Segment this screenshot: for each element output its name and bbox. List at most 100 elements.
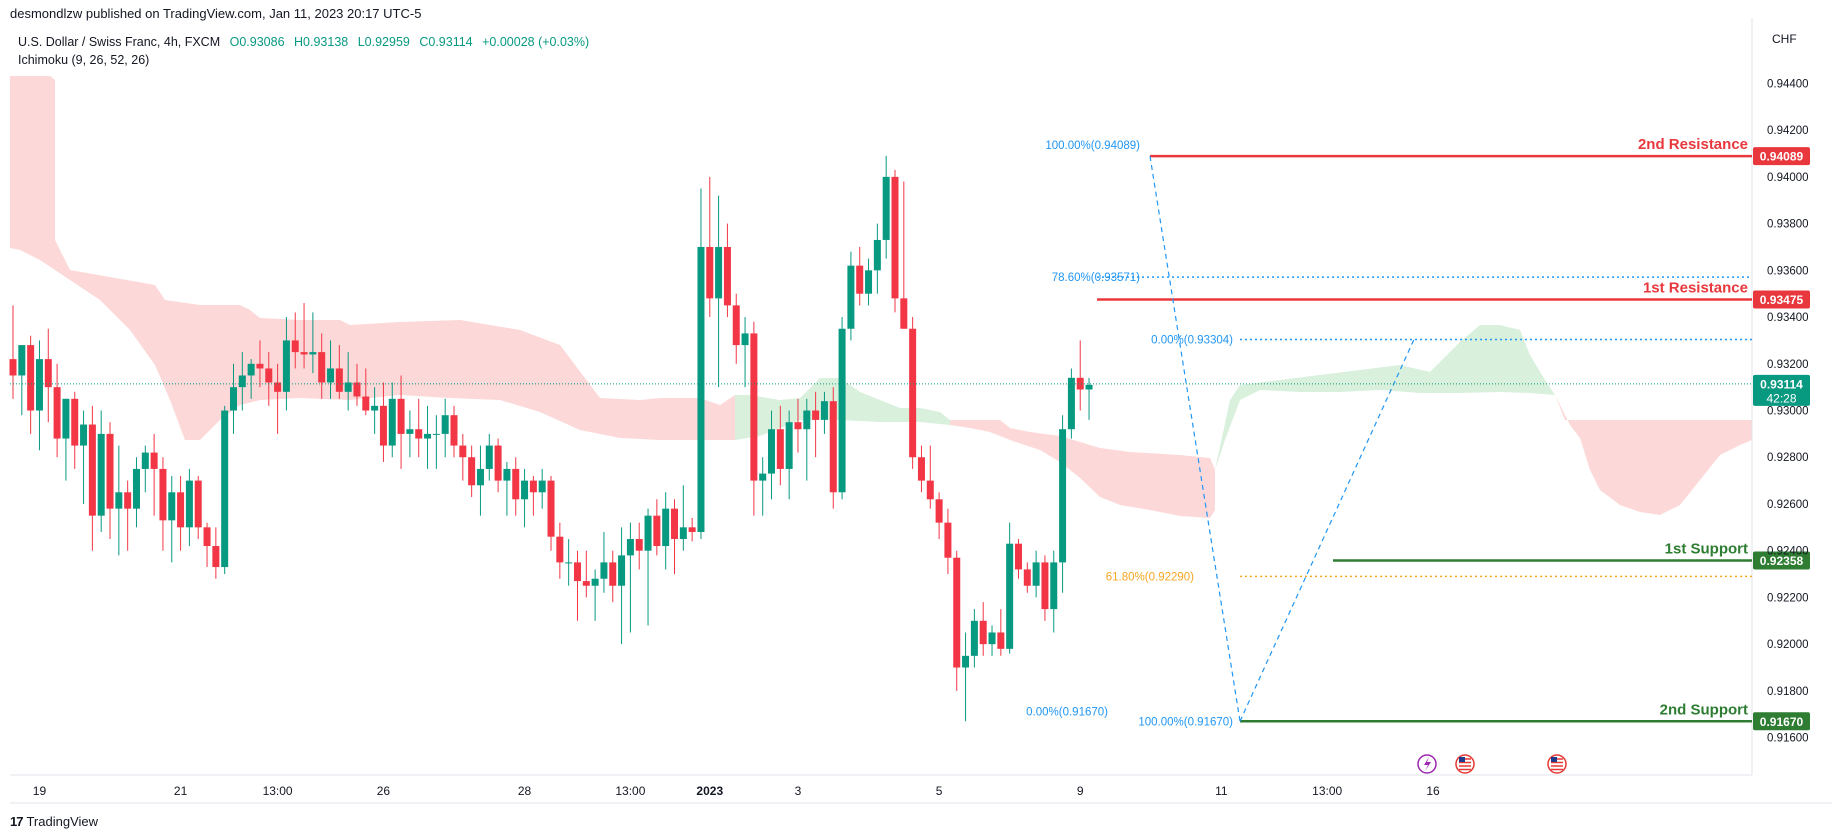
- candle-body: [503, 468, 511, 481]
- candle-body: [44, 359, 52, 388]
- candle-body: [256, 363, 264, 369]
- candle-body: [970, 620, 978, 656]
- fib-label: 78.60%(0.93571): [1052, 272, 1140, 284]
- candle-body: [388, 398, 396, 446]
- x-tick-label: 2023: [696, 784, 723, 798]
- candle-body: [150, 452, 158, 469]
- level-name: 1st Resistance: [1643, 280, 1748, 297]
- y-tick-label: 0.94200: [1767, 125, 1809, 137]
- candle-body: [53, 387, 61, 439]
- flag-canton: [1459, 757, 1465, 762]
- tradingview-brand[interactable]: 17 TradingView: [10, 814, 98, 829]
- y-tick-label: 0.93200: [1767, 359, 1809, 371]
- candle-body: [1014, 543, 1022, 570]
- y-tick-label: 0.94400: [1767, 78, 1809, 90]
- fib-label: 100.00%(0.94089): [1045, 140, 1140, 152]
- candle-body: [353, 382, 361, 397]
- candle-body: [124, 492, 132, 509]
- y-tick-label: 0.91600: [1767, 733, 1809, 745]
- candle-body: [194, 480, 202, 528]
- candle-body: [521, 480, 529, 500]
- candle-body: [141, 452, 149, 469]
- candle-body: [335, 368, 343, 392]
- candle-body: [450, 415, 458, 446]
- candle-body: [468, 457, 476, 486]
- x-tick-label: 13:00: [263, 784, 293, 798]
- fib-label: 0.00%(0.93304): [1151, 334, 1233, 346]
- low-value: L0.92959: [357, 35, 410, 49]
- candle-body: [750, 333, 758, 481]
- candle-body: [291, 340, 299, 353]
- candle-body: [415, 429, 423, 439]
- candle-body: [662, 508, 670, 547]
- x-tick-label: 26: [377, 784, 391, 798]
- fib-trend-line: [1239, 339, 1415, 722]
- candle-body: [485, 445, 493, 469]
- x-tick-label: 5: [936, 784, 943, 798]
- candle-body: [424, 433, 432, 439]
- currency-label: CHF: [1772, 32, 1797, 46]
- candle-body: [600, 562, 608, 579]
- candle-body: [97, 433, 105, 516]
- candle-body: [371, 405, 379, 411]
- candle-body: [88, 424, 96, 516]
- x-tick-label: 11: [1215, 784, 1228, 798]
- candle-body: [706, 246, 714, 299]
- indicator-label[interactable]: Ichimoku (9, 26, 52, 26): [18, 53, 150, 67]
- y-tick-label: 0.93600: [1767, 265, 1809, 277]
- candle-body: [873, 239, 881, 271]
- ichimoku-cloud: [10, 76, 1752, 518]
- candle-body: [671, 508, 678, 540]
- candle-body: [159, 468, 167, 521]
- cloud-bullish-2: [1215, 325, 1555, 470]
- symbol-label[interactable]: U.S. Dollar / Swiss Franc, 4h, FXCM: [18, 35, 221, 49]
- event-markers: [1417, 754, 1567, 774]
- candle-body: [1041, 562, 1049, 610]
- candle-body: [803, 410, 811, 430]
- level-price-tag: [1753, 712, 1810, 731]
- candle-body: [953, 557, 961, 668]
- candle-body: [679, 527, 687, 540]
- candle-body: [917, 457, 925, 481]
- candle-body: [926, 480, 934, 500]
- candle-body: [362, 396, 370, 411]
- candle-body: [697, 246, 705, 533]
- candle-body: [838, 328, 846, 493]
- candle-body: [529, 480, 537, 493]
- candle-body: [80, 424, 88, 446]
- candle-body: [1023, 569, 1031, 586]
- y-tick-label: 0.93800: [1767, 219, 1809, 231]
- level-price: 0.93475: [1760, 293, 1804, 307]
- candle-body: [106, 433, 114, 509]
- lightning-glyph-icon: [1424, 757, 1431, 771]
- candle-body: [406, 429, 414, 434]
- candle-body: [344, 382, 352, 392]
- candle-body: [265, 368, 273, 383]
- candle-body: [618, 555, 626, 586]
- candle-body: [573, 562, 581, 582]
- candle-body: [1050, 562, 1058, 610]
- candle-body: [318, 352, 326, 383]
- last-price-countdown: 42:28: [1766, 391, 1796, 405]
- y-tick-label: 0.93400: [1767, 312, 1809, 324]
- candle-body: [635, 539, 643, 551]
- y-tick-label: 0.92800: [1767, 452, 1809, 464]
- candle-body: [432, 433, 440, 435]
- x-tick-label: 3: [795, 784, 802, 798]
- level-price: 0.91670: [1760, 715, 1804, 729]
- candle-body: [1067, 377, 1075, 430]
- level-price-tag: [1753, 290, 1810, 309]
- candle-body: [882, 176, 890, 240]
- candle-body: [565, 562, 573, 564]
- level-price: 0.92358: [1760, 554, 1804, 568]
- candle-body: [247, 363, 255, 376]
- candle-body: [732, 305, 740, 346]
- cloud-bearish-2: [950, 420, 1215, 518]
- candle-body: [177, 492, 185, 528]
- candles: [9, 155, 1093, 722]
- candle-body: [441, 415, 449, 434]
- x-tick-label: 28: [518, 784, 532, 798]
- levels-and-fibonacci: 2nd Resistance 0.94089 1st Resistance 0.934…: [10, 136, 1810, 731]
- candle-body: [1076, 377, 1084, 390]
